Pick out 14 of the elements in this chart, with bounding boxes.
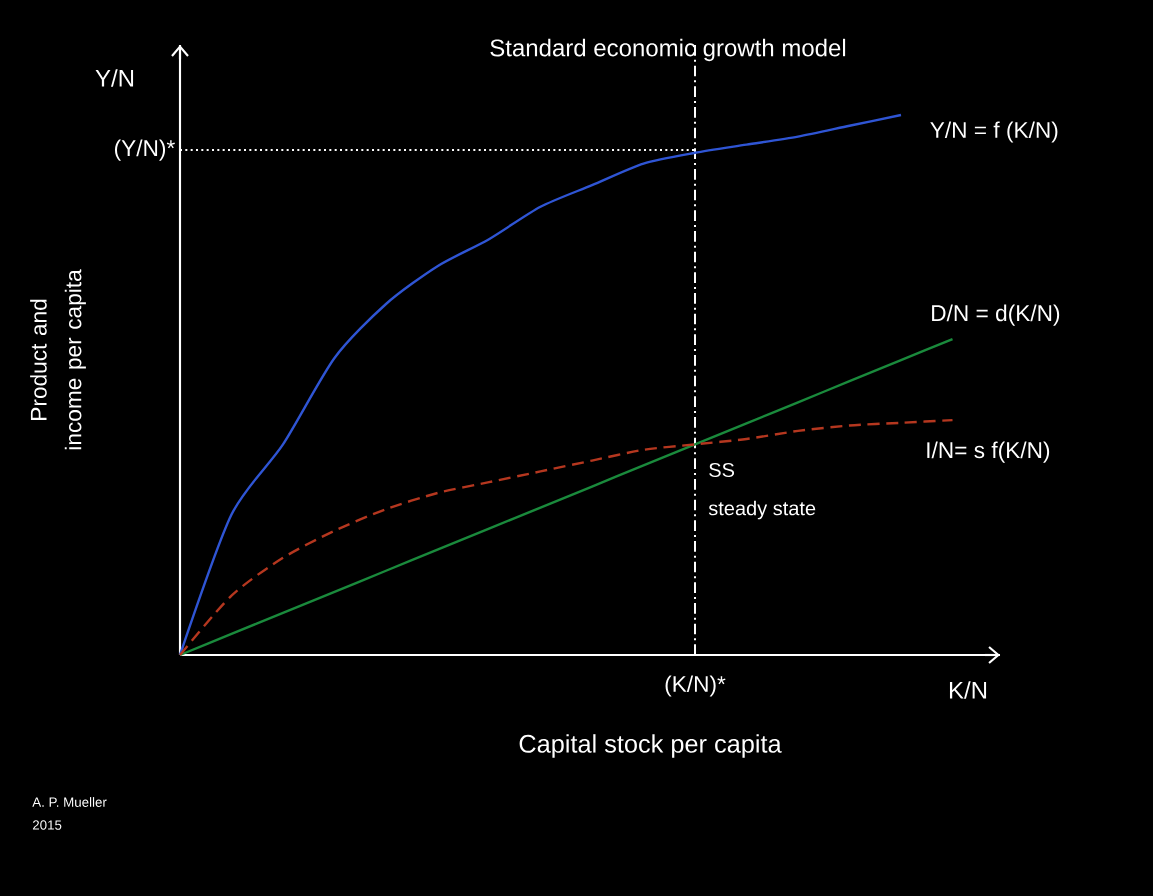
series-label: I/N= s f(K/N) — [927, 441, 1050, 463]
annotation: SS — [709, 462, 735, 478]
text: K/N — [949, 681, 987, 699]
text: A. P. Mueller — [32, 797, 107, 807]
chart-title: Standard economic growth model — [490, 38, 846, 62]
series-label: Y/N = f (K/N) — [930, 121, 1058, 143]
text: (K/N)* — [665, 675, 726, 697]
text: Y/N — [95, 69, 134, 87]
x-axis-title: Capital stock per capita — [519, 734, 782, 758]
ref-line-label: (Y/N)* — [114, 139, 175, 161]
y-axis-title: Product and income per capita — [30, 269, 86, 450]
annotation: steady state — [708, 500, 816, 520]
series-label: D/N = d(K/N) — [932, 304, 1060, 326]
text: 2015 — [32, 820, 62, 830]
